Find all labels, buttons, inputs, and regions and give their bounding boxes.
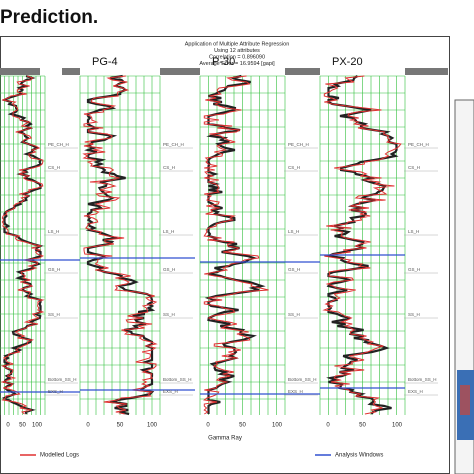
marker-label: SS_H [48, 312, 60, 317]
marker-label: SS_H [408, 312, 420, 317]
marker-label: SS_H [288, 312, 300, 317]
axis-tick: 0 [206, 423, 210, 429]
marker-label: Bottom_SS_H [408, 377, 437, 382]
marker-label: EXS_H [408, 389, 423, 394]
legend-label: Analysis Windows [335, 453, 383, 459]
modelled-log [0, 75, 45, 415]
axis-tick: 50 [117, 423, 124, 429]
legend-label: Modelled Logs [40, 453, 79, 459]
well-name: P-30 [212, 56, 235, 68]
axis-tick: 0 [326, 423, 330, 429]
axis-tick: 100 [392, 423, 403, 429]
well-name: PG-4 [92, 56, 118, 68]
header-line: Average Error = 16.9594 [gapi] [199, 61, 275, 67]
marker-label: LS_H [48, 229, 59, 234]
marker-label: LS_H [163, 229, 174, 234]
marker-label: LS_H [288, 229, 299, 234]
marker-label: PE_CH_H [48, 142, 69, 147]
header-line: Using 12 attributes [214, 48, 260, 54]
marker-label: GS_H [408, 267, 420, 272]
marker-label: GS_H [288, 267, 300, 272]
axis-label: Gamma Ray [208, 436, 242, 442]
marker-label: CS_H [48, 165, 60, 170]
marker-label: EXS_H [163, 389, 178, 394]
marker-label: LS_H [408, 229, 419, 234]
marker-label: Bottom_SS_H [163, 377, 192, 382]
marker-label: CS_H [408, 165, 420, 170]
header-line: Application of Multiple Attribute Regres… [185, 41, 290, 47]
track-header-bar [160, 68, 200, 75]
marker-label: SS_H [163, 312, 175, 317]
track-header-bar [285, 68, 320, 75]
axis-tick: 100 [272, 423, 283, 429]
modelled-log [322, 75, 402, 415]
marker-label: Bottom_SS_H [288, 377, 317, 382]
track-header-bar [0, 68, 40, 75]
axis-tick: 50 [359, 423, 366, 429]
marker-label: PE_CH_H [408, 142, 429, 147]
marker-label: GS_H [163, 267, 175, 272]
marker-label: GS_H [48, 267, 60, 272]
axis-tick: 100 [147, 423, 158, 429]
track-header-bar [405, 68, 448, 75]
axis-tick: 50 [239, 423, 246, 429]
marker-label: CS_H [288, 165, 300, 170]
marker-label: PE_CH_H [163, 142, 184, 147]
track-header-bar [62, 68, 80, 75]
marker-label: PE_CH_H [288, 142, 309, 147]
axis-tick: 100 [32, 423, 43, 429]
slide-title: Prediction. [0, 7, 98, 28]
well-name: PX-20 [332, 56, 363, 68]
marker-label: Bottom_SS_H [48, 377, 77, 382]
header-line: Correlation = 0.896090 [209, 54, 265, 60]
modelled-log [82, 75, 158, 415]
axis-tick: 50 [19, 423, 26, 429]
marker-label: EXS_H [288, 389, 303, 394]
axis-tick: 0 [6, 423, 10, 429]
marker-label: EXS_H [48, 389, 63, 394]
measured-log [324, 75, 399, 415]
axis-tick: 0 [86, 423, 90, 429]
modelled-log [203, 75, 269, 415]
marker-label: CS_H [163, 165, 175, 170]
side-map-patch [460, 385, 470, 415]
